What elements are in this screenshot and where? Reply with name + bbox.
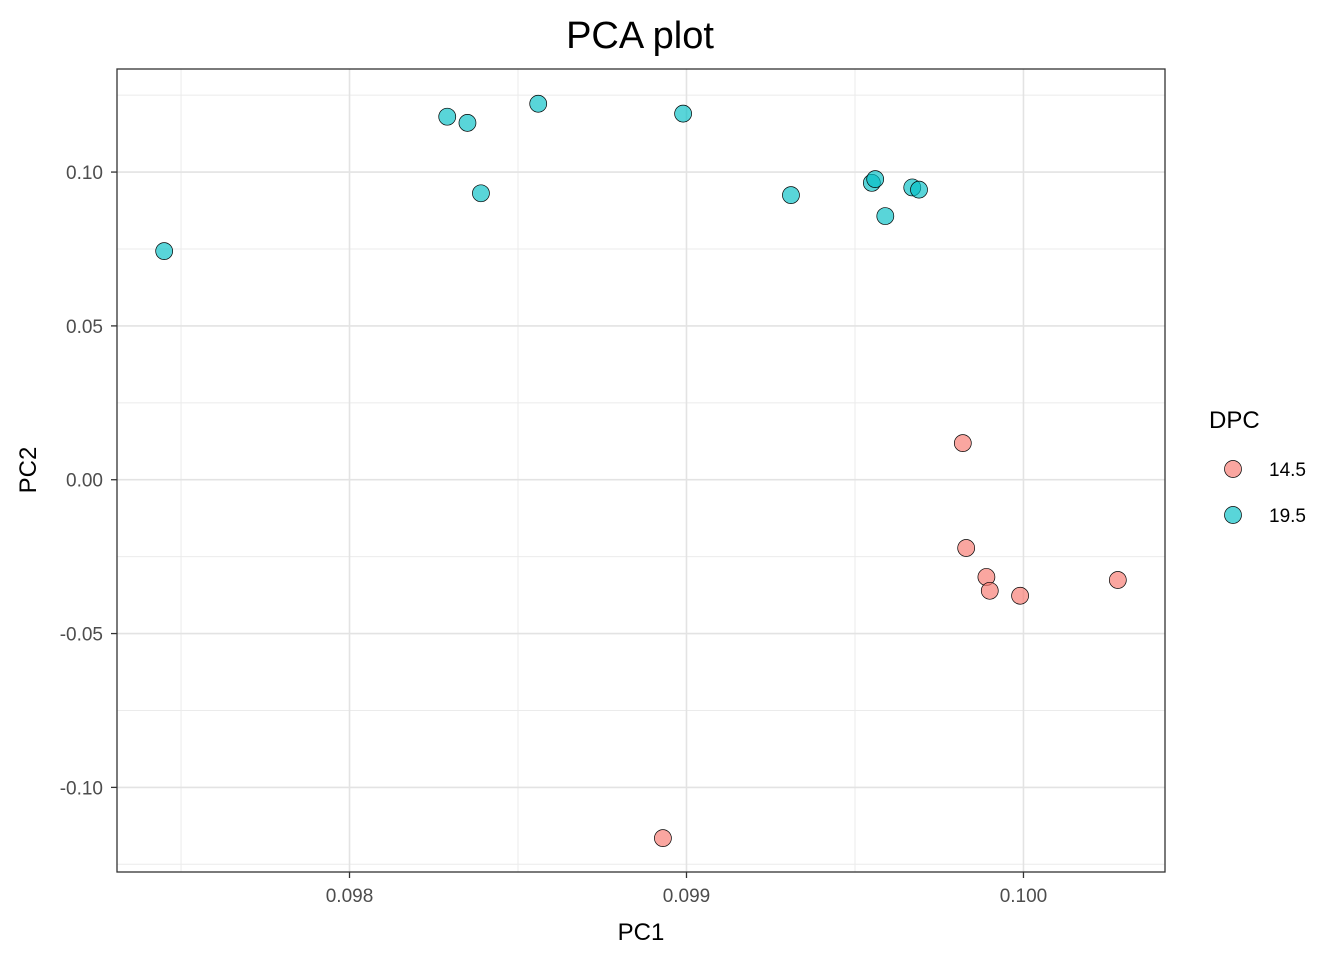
y-tick-label: 0.10 bbox=[66, 163, 103, 184]
data-point bbox=[980, 581, 999, 600]
y-axis-title: PC2 bbox=[15, 447, 42, 494]
y-tick-label: 0.00 bbox=[66, 471, 103, 492]
y-tick-label: -0.10 bbox=[60, 778, 103, 799]
legend-key bbox=[1224, 460, 1242, 478]
data-points bbox=[155, 94, 1127, 848]
data-point bbox=[910, 180, 928, 199]
data-point bbox=[782, 186, 800, 204]
data-point bbox=[876, 207, 895, 225]
grid-lines bbox=[117, 69, 1165, 872]
data-point bbox=[1011, 586, 1029, 605]
legend-title: DPC bbox=[1209, 407, 1260, 434]
legend-items: 14.5 19.5 bbox=[1224, 460, 1306, 527]
y-tick-label: -0.05 bbox=[60, 625, 103, 646]
data-point bbox=[472, 184, 490, 203]
data-point bbox=[458, 113, 477, 132]
x-tick-label: 0.098 bbox=[326, 886, 374, 907]
data-point bbox=[654, 829, 672, 848]
data-point bbox=[155, 242, 174, 260]
plot-panel-border bbox=[116, 68, 1166, 873]
x-tick-label: 0.100 bbox=[1000, 886, 1048, 907]
x-tick-label: 0.099 bbox=[663, 886, 711, 907]
legend-key bbox=[1224, 506, 1242, 524]
legend: DPC 14.5 19.5 bbox=[1209, 407, 1306, 527]
axis-ticks: 0.098 0.099 0.100 -0.10 -0.05 0.00 0.05 0.10 bbox=[60, 163, 1048, 907]
legend-label: 19.5 bbox=[1269, 506, 1306, 527]
y-tick-label: 0.05 bbox=[66, 317, 103, 338]
data-point bbox=[1108, 571, 1127, 589]
data-point bbox=[438, 107, 457, 126]
data-point bbox=[529, 94, 548, 113]
data-point bbox=[953, 434, 972, 452]
data-point bbox=[957, 539, 976, 557]
data-point bbox=[674, 104, 692, 123]
data-point bbox=[866, 170, 885, 188]
chart-title: PCA plot bbox=[566, 15, 714, 57]
legend-label: 14.5 bbox=[1269, 460, 1306, 481]
x-axis-title: PC1 bbox=[618, 919, 665, 946]
